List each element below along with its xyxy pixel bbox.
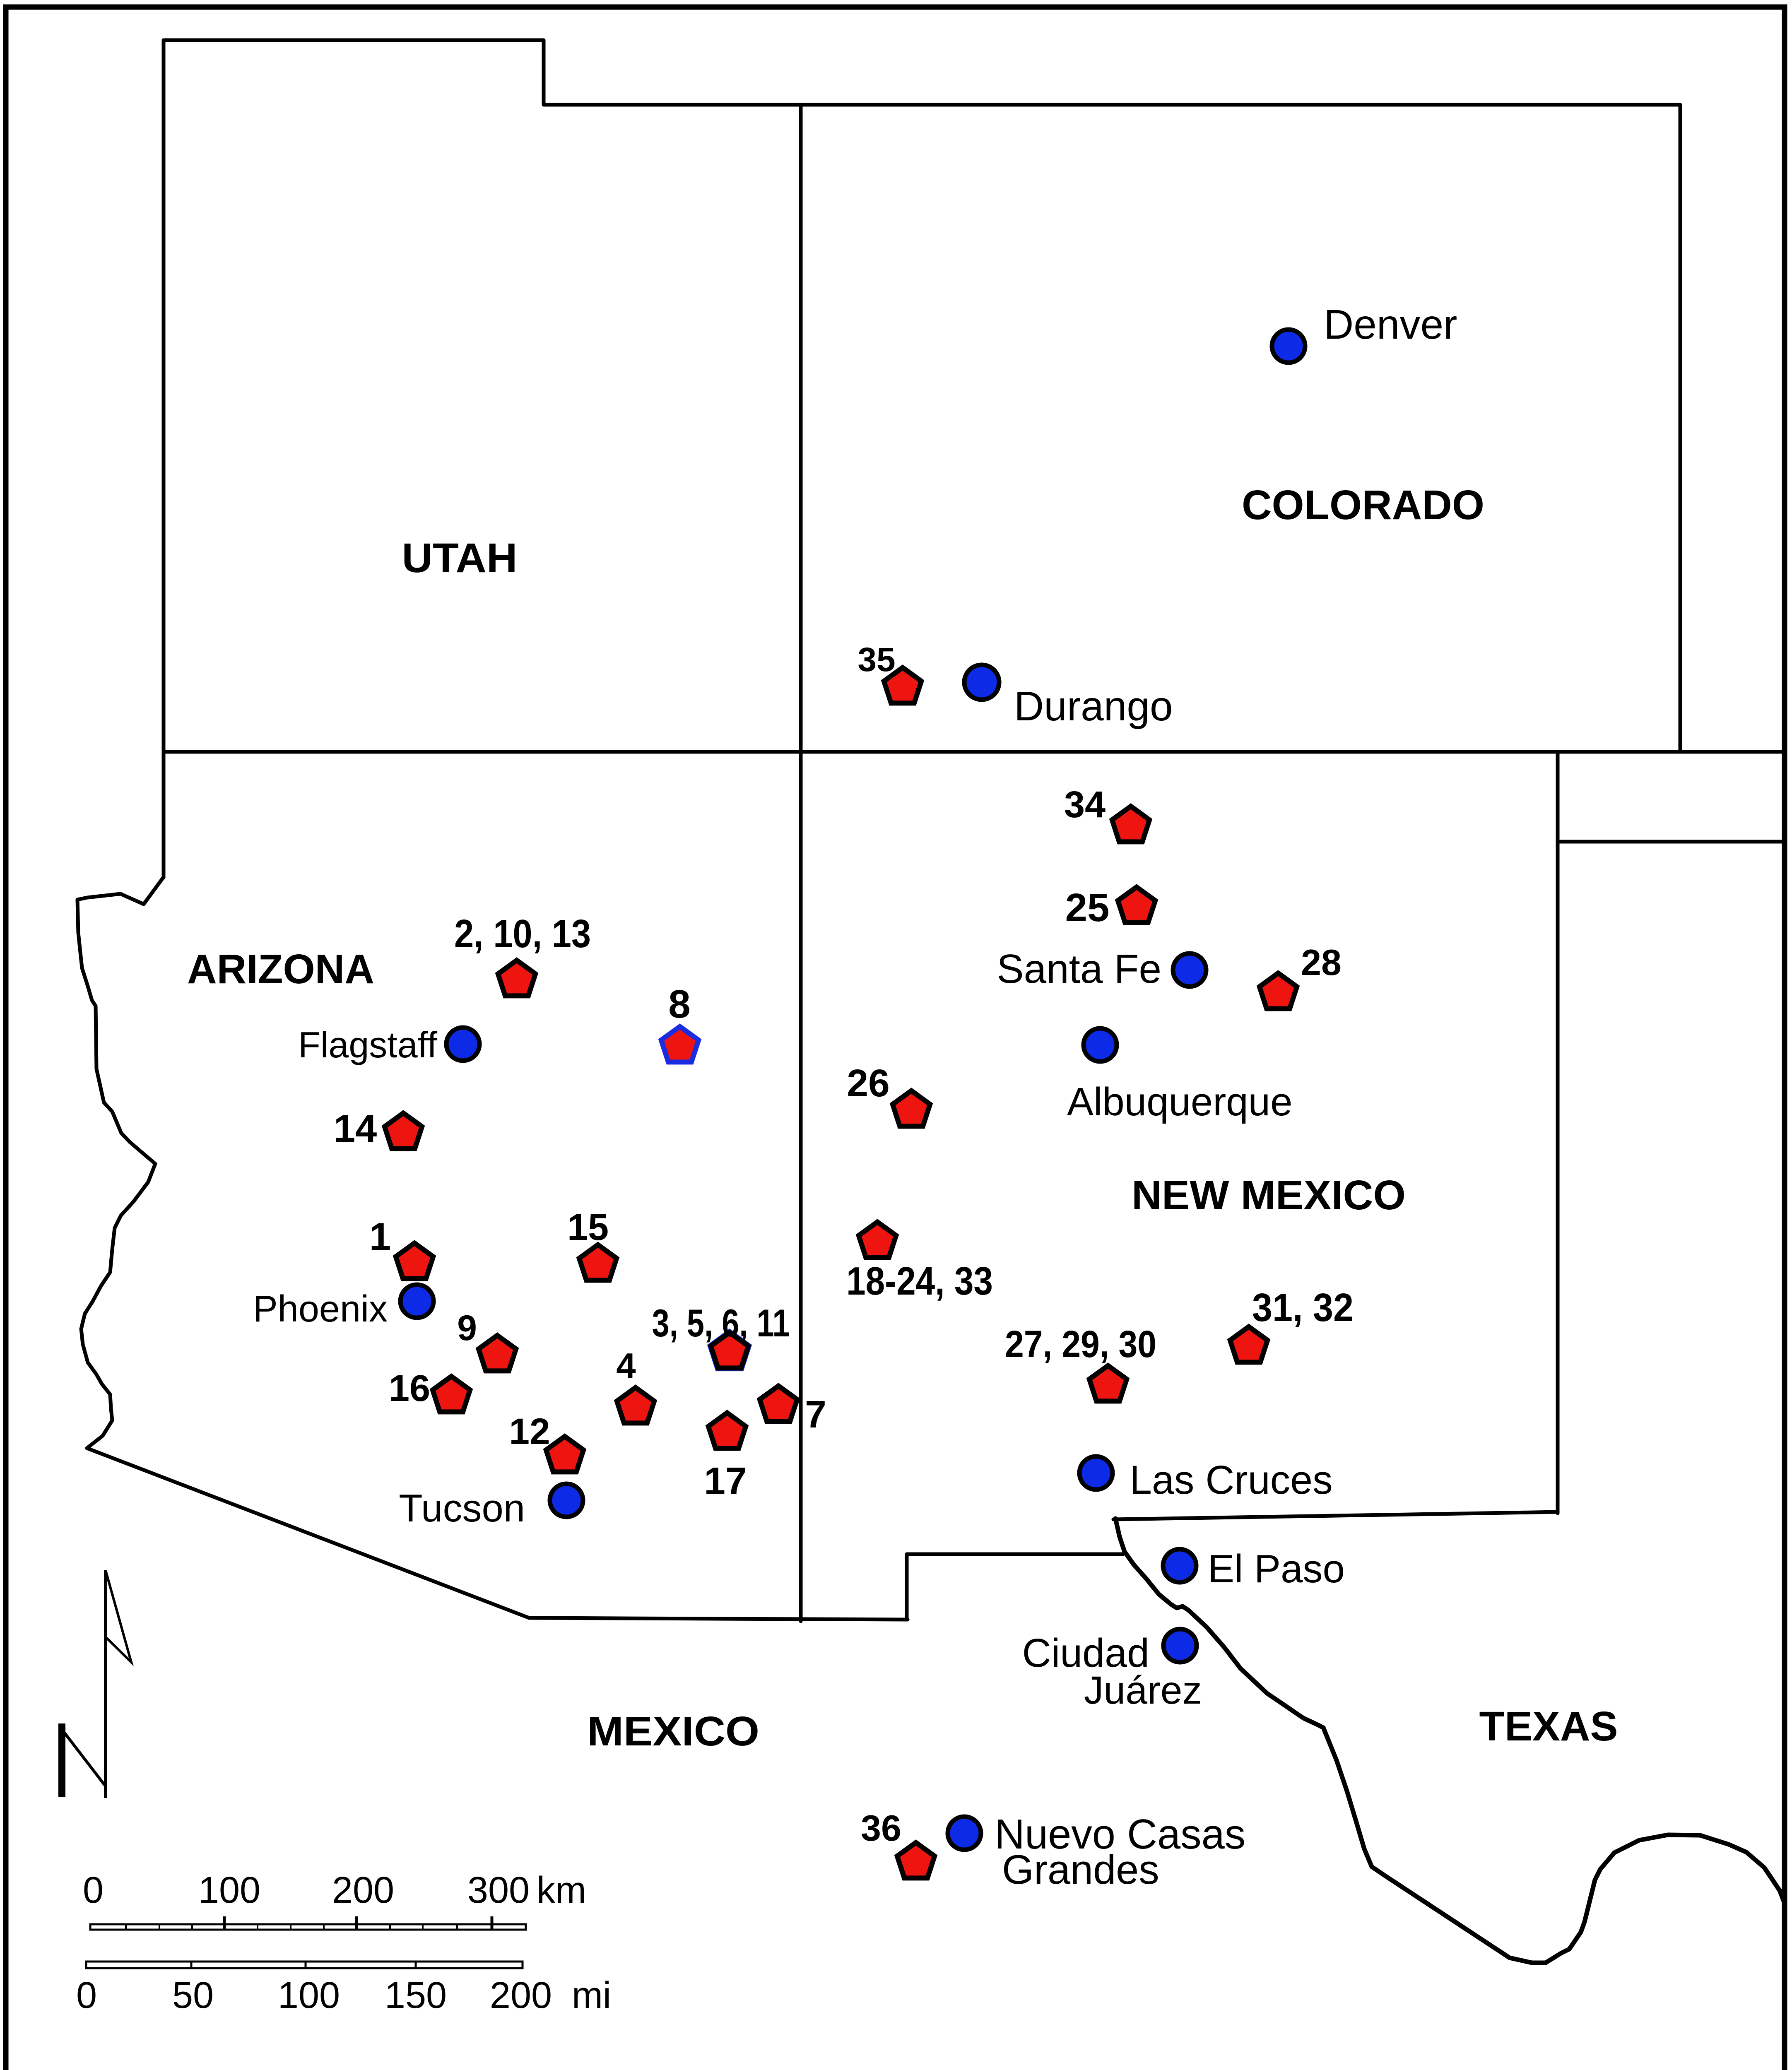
svg-text:Phoenix: Phoenix bbox=[253, 1288, 388, 1330]
svg-text:31, 32: 31, 32 bbox=[1252, 1285, 1354, 1330]
svg-text:7: 7 bbox=[805, 1393, 826, 1436]
svg-text:0: 0 bbox=[76, 1975, 97, 2016]
svg-text:9: 9 bbox=[457, 1308, 477, 1348]
svg-text:Grandes: Grandes bbox=[1002, 1846, 1159, 1892]
svg-text:MEXICO: MEXICO bbox=[587, 1708, 759, 1755]
svg-text:Tucson: Tucson bbox=[399, 1486, 525, 1530]
svg-text:mi: mi bbox=[572, 1975, 611, 2016]
svg-text:Juárez: Juárez bbox=[1084, 1668, 1202, 1712]
svg-text:200: 200 bbox=[490, 1975, 552, 2016]
svg-text:100: 100 bbox=[198, 1870, 260, 1911]
svg-text:18-24, 33: 18-24, 33 bbox=[846, 1259, 993, 1303]
svg-text:200: 200 bbox=[332, 1870, 394, 1911]
svg-text:Flagstaff: Flagstaff bbox=[298, 1024, 437, 1065]
svg-text:Santa Fe: Santa Fe bbox=[997, 946, 1161, 992]
svg-text:3, 5, 6, 11: 3, 5, 6, 11 bbox=[652, 1301, 790, 1345]
svg-text:14: 14 bbox=[334, 1107, 377, 1150]
svg-text:Nuevo Casas: Nuevo Casas bbox=[995, 1811, 1245, 1858]
svg-text:26: 26 bbox=[847, 1061, 889, 1105]
svg-text:12: 12 bbox=[509, 1410, 550, 1452]
svg-text:34: 34 bbox=[1064, 784, 1106, 826]
svg-text:NEW MEXICO: NEW MEXICO bbox=[1132, 1172, 1406, 1218]
svg-text:km: km bbox=[537, 1870, 586, 1911]
svg-text:100: 100 bbox=[278, 1975, 340, 2016]
svg-text:Denver: Denver bbox=[1324, 301, 1457, 348]
svg-text:25: 25 bbox=[1065, 886, 1110, 930]
svg-text:1: 1 bbox=[369, 1215, 391, 1258]
svg-text:0: 0 bbox=[83, 1870, 104, 1911]
svg-text:16: 16 bbox=[389, 1368, 430, 1409]
svg-text:Ciudad: Ciudad bbox=[1022, 1630, 1149, 1675]
svg-text:50: 50 bbox=[172, 1975, 214, 2016]
svg-text:28: 28 bbox=[1301, 942, 1342, 983]
svg-text:TEXAS: TEXAS bbox=[1479, 1703, 1618, 1750]
svg-text:36: 36 bbox=[861, 1808, 901, 1849]
svg-text:2, 10, 13: 2, 10, 13 bbox=[454, 912, 591, 956]
svg-text:300: 300 bbox=[467, 1870, 530, 1911]
svg-text:27, 29, 30: 27, 29, 30 bbox=[1005, 1323, 1156, 1365]
svg-text:Albuquerque: Albuquerque bbox=[1067, 1080, 1292, 1124]
svg-text:17: 17 bbox=[704, 1459, 747, 1502]
svg-text:El Paso: El Paso bbox=[1208, 1547, 1345, 1591]
svg-text:UTAH: UTAH bbox=[402, 535, 518, 581]
svg-text:35: 35 bbox=[857, 641, 895, 679]
svg-text:150: 150 bbox=[385, 1975, 447, 2016]
svg-text:Las Cruces: Las Cruces bbox=[1130, 1457, 1333, 1502]
svg-text:Durango: Durango bbox=[1014, 683, 1173, 729]
svg-text:COLORADO: COLORADO bbox=[1242, 482, 1484, 528]
svg-text:ARIZONA: ARIZONA bbox=[187, 946, 374, 992]
svg-text:4: 4 bbox=[616, 1346, 636, 1386]
svg-text:15: 15 bbox=[567, 1207, 609, 1248]
svg-text:8: 8 bbox=[668, 982, 690, 1026]
